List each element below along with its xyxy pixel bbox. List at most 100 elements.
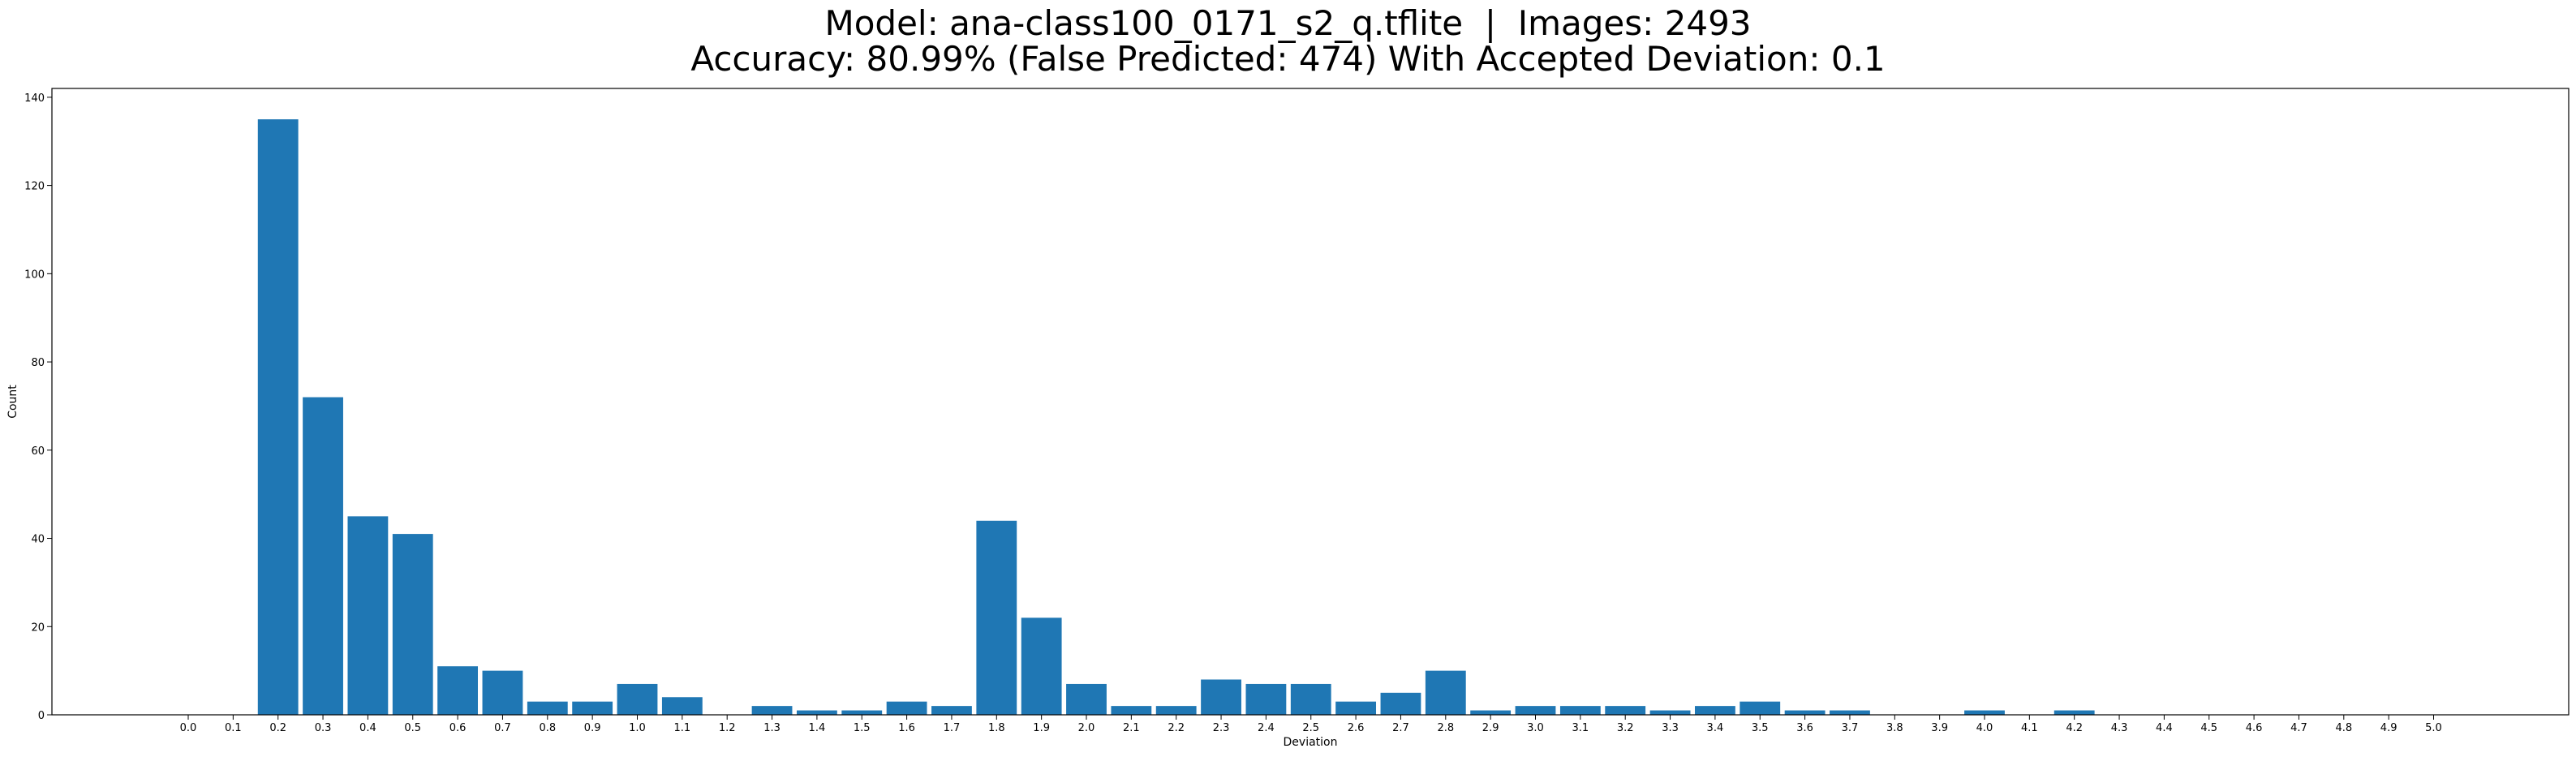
x-axis-label: Deviation [1284, 736, 1338, 749]
bar-0.5 [392, 534, 433, 715]
x-tick-label: 2.7 [1392, 722, 1409, 734]
x-tick-label: 3.9 [1931, 722, 1948, 734]
x-tick-label: 2.1 [1123, 722, 1140, 734]
x-tick-label: 3.0 [1527, 722, 1544, 734]
x-tick-label: 2.6 [1348, 722, 1365, 734]
bar-0.4 [347, 516, 389, 715]
bar-3.4 [1694, 706, 1735, 715]
x-tick-label: 3.3 [1662, 722, 1679, 734]
bar-1.0 [617, 683, 658, 715]
y-tick-label: 40 [31, 534, 45, 546]
bar-0.2 [257, 119, 299, 715]
bar-2.4 [1245, 683, 1287, 715]
y-tick-label: 120 [24, 181, 45, 193]
x-tick-label: 1.6 [898, 722, 915, 734]
x-tick-label: 4.9 [2380, 722, 2398, 734]
bar-3.0 [1515, 706, 1556, 715]
bar-1.7 [931, 706, 972, 715]
x-tick-label: 0.2 [269, 722, 286, 734]
x-tick-label: 3.5 [1752, 722, 1769, 734]
bar-3.1 [1559, 706, 1601, 715]
x-tick-label: 0.6 [449, 722, 467, 734]
bar-2.2 [1155, 706, 1197, 715]
x-tick-label: 1.4 [809, 722, 826, 734]
y-tick-label: 100 [24, 269, 45, 281]
bar-2.3 [1201, 679, 1241, 715]
bar-1.3 [751, 706, 793, 715]
y-tick-label: 60 [31, 445, 45, 458]
bar-3.6 [1784, 710, 1826, 715]
y-tick-label: 20 [31, 622, 45, 634]
x-tick-label: 1.3 [763, 722, 781, 734]
x-tick-label: 1.1 [674, 722, 691, 734]
x-tick-label: 0.7 [494, 722, 511, 734]
y-tick-label: 80 [31, 357, 45, 369]
x-tick-label: 2.5 [1302, 722, 1319, 734]
x-tick-label: 4.0 [1976, 722, 1993, 734]
x-tick-label: 4.5 [2200, 722, 2217, 734]
bar-2.9 [1470, 710, 1512, 715]
x-tick-label: 4.2 [2066, 722, 2083, 734]
x-tick-label: 4.4 [2156, 722, 2173, 734]
bar-0.7 [482, 670, 523, 715]
chart-title-line-1: Model: ana-class100_0171_s2_q.tflite | I… [824, 3, 1752, 43]
bar-3.7 [1830, 710, 1870, 715]
x-tick-label: 0.8 [539, 722, 556, 734]
bar-4.0 [1964, 710, 2005, 715]
x-tick-label: 3.7 [1842, 722, 1859, 734]
bar-3.2 [1605, 706, 1646, 715]
x-axis-ticks: 0.0 0.1 0.2 0.3 0.4 0.5 0.6 0.7 0.8 0.9 1.0 1.1 1.2 1… [180, 715, 2442, 734]
x-tick-label: 1.9 [1033, 722, 1050, 734]
x-tick-label: 3.8 [1886, 722, 1903, 734]
x-tick-label: 2.9 [1482, 722, 1499, 734]
x-tick-label: 2.4 [1258, 722, 1275, 734]
bar-4.2 [2053, 710, 2095, 715]
x-tick-label: 3.2 [1617, 722, 1634, 734]
y-axis-ticks: 0 20 40 60 80 100 120 140 [24, 92, 52, 722]
x-tick-label: 1.8 [988, 722, 1005, 734]
x-tick-label: 0.1 [225, 722, 242, 734]
bar-2.5 [1290, 683, 1331, 715]
x-tick-label: 3.6 [1796, 722, 1813, 734]
bar-0.3 [303, 397, 343, 715]
x-tick-label: 2.8 [1437, 722, 1454, 734]
x-tick-label: 2.2 [1168, 722, 1185, 734]
x-tick-label: 4.8 [2335, 722, 2352, 734]
x-tick-label: 1.0 [629, 722, 646, 734]
bars-group [257, 119, 2095, 715]
bar-1.1 [661, 697, 703, 715]
bar-1.9 [1021, 617, 1062, 715]
x-tick-label: 4.3 [2111, 722, 2128, 734]
x-tick-label: 5.0 [2425, 722, 2442, 734]
x-tick-label: 4.7 [2290, 722, 2307, 734]
x-tick-label: 1.2 [719, 722, 736, 734]
x-tick-label: 2.0 [1078, 722, 1095, 734]
x-tick-label: 2.3 [1213, 722, 1230, 734]
x-tick-label: 4.6 [2246, 722, 2263, 734]
bar-1.8 [976, 520, 1017, 715]
x-tick-label: 0.0 [180, 722, 197, 734]
x-tick-label: 0.3 [315, 722, 332, 734]
bar-0.9 [572, 701, 613, 715]
x-tick-label: 3.1 [1572, 722, 1589, 734]
bar-1.6 [886, 701, 927, 715]
bar-3.3 [1649, 710, 1691, 715]
bar-2.7 [1380, 692, 1421, 715]
bar-0.6 [437, 666, 479, 715]
y-tick-label: 0 [38, 710, 45, 722]
x-tick-label: 4.1 [2021, 722, 2038, 734]
x-tick-label: 0.9 [584, 722, 601, 734]
y-tick-label: 140 [24, 92, 45, 105]
bar-1.5 [841, 710, 883, 715]
bar-3.5 [1740, 701, 1781, 715]
bar-2.1 [1111, 706, 1152, 715]
bar-2.0 [1066, 683, 1107, 715]
x-tick-label: 3.4 [1707, 722, 1724, 734]
bar-2.6 [1335, 701, 1377, 715]
x-tick-label: 1.5 [854, 722, 871, 734]
x-tick-label: 0.4 [359, 722, 376, 734]
x-tick-label: 0.5 [404, 722, 421, 734]
x-tick-label: 1.7 [944, 722, 961, 734]
bar-2.8 [1425, 670, 1466, 715]
